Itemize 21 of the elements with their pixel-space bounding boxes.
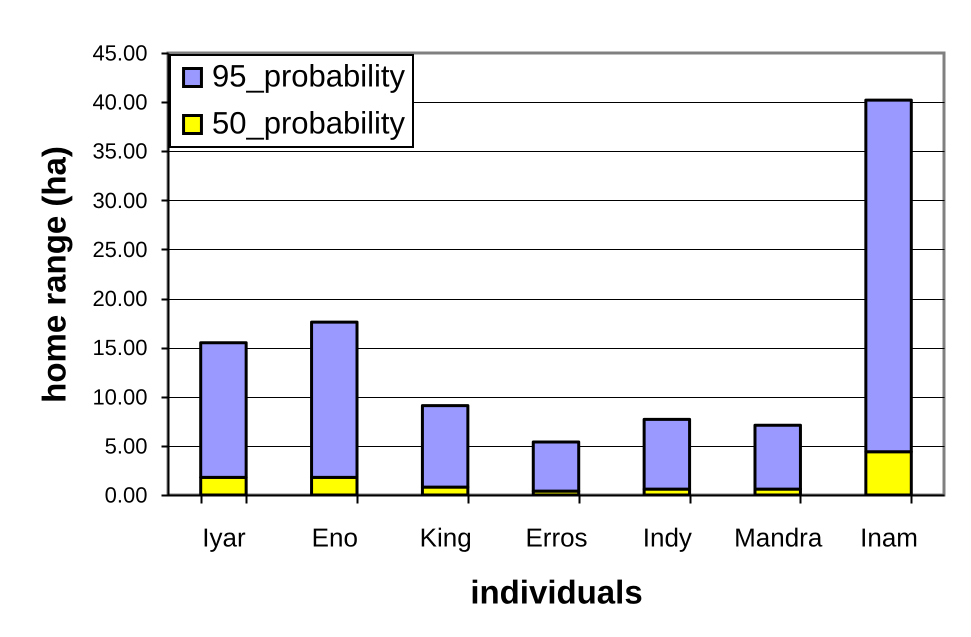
- y-tick-label: 20.00: [92, 286, 148, 312]
- x-tick-label: Eno: [312, 522, 358, 552]
- x-tick-label: Inam: [860, 522, 918, 552]
- x-tick-label: King: [420, 522, 472, 552]
- y-tick-label: 45.00: [92, 40, 148, 66]
- y-tick-label: 25.00: [92, 236, 148, 262]
- x-tick-label: Erros: [525, 522, 588, 552]
- x-tick-label: Indy: [642, 522, 692, 552]
- y-tick-label: 10.00: [92, 384, 148, 410]
- y-tick-label: 5.00: [104, 433, 148, 458]
- y-axis-title: home range (ha): [35, 146, 72, 403]
- y-tick-label: 0.00: [104, 482, 148, 508]
- legend-label: 50_probability: [212, 106, 406, 140]
- legend-label: 95_probability: [212, 58, 406, 94]
- y-tick-label: 40.00: [92, 90, 148, 115]
- x-axis-title: individuals: [470, 574, 643, 610]
- y-tick-label: 35.00: [92, 138, 148, 164]
- y-tick-label: 15.00: [92, 335, 148, 360]
- x-tick-label: Iyar: [202, 522, 246, 552]
- x-tick-label: Mandra: [734, 522, 823, 552]
- y-tick-label: 30.00: [92, 188, 148, 213]
